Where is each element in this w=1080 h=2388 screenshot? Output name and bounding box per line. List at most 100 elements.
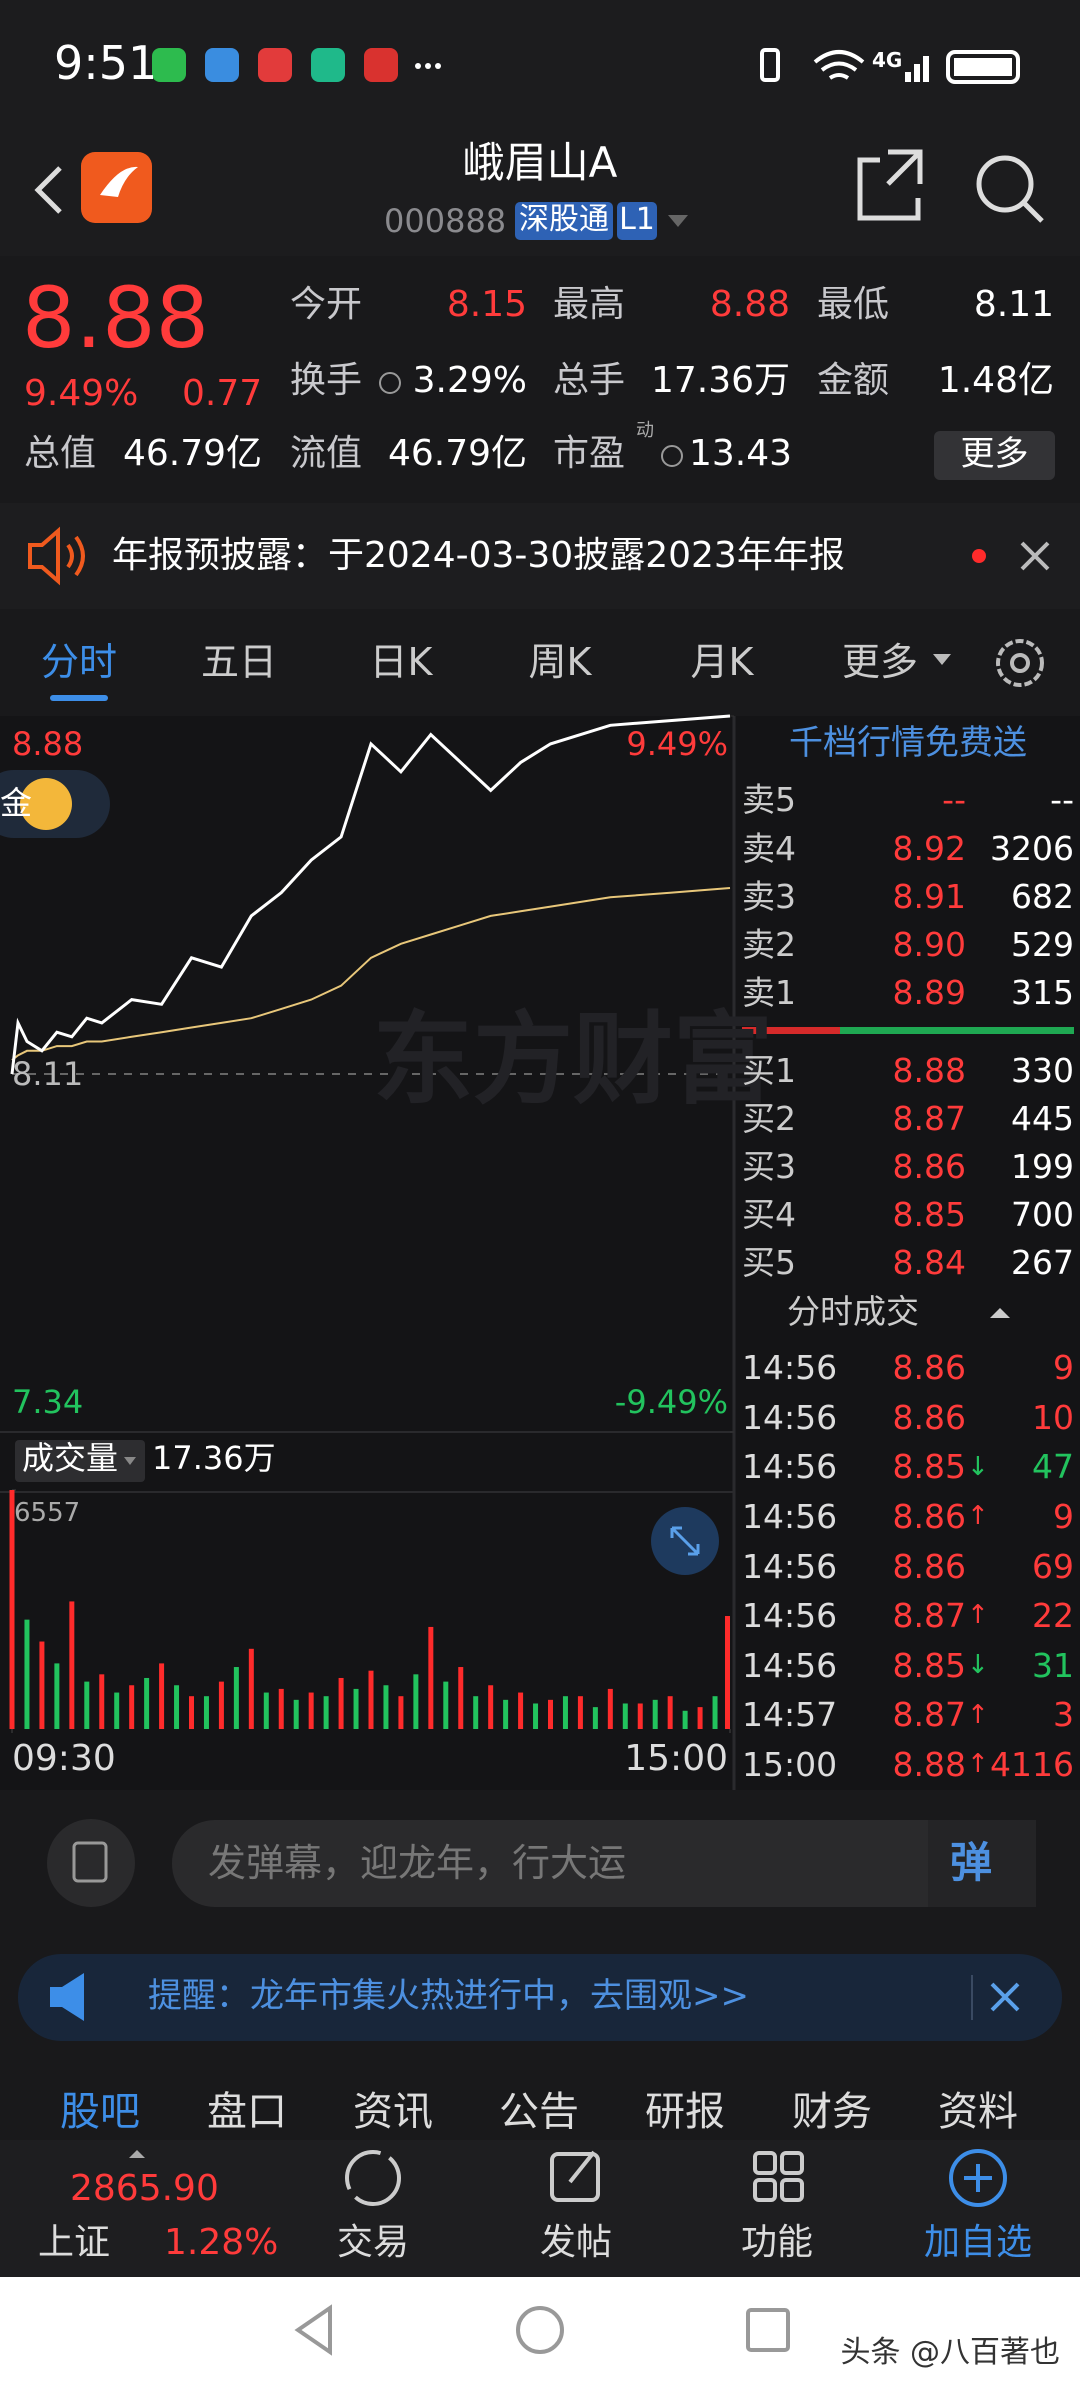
volume-bar	[443, 1681, 449, 1729]
volume-bar	[69, 1601, 75, 1729]
comment-button-bg[interactable]	[928, 1820, 1036, 1907]
ask-price: 8.90	[892, 925, 966, 965]
system-nav	[0, 2277, 1080, 2388]
volume-bar	[323, 1696, 329, 1729]
trade-price: 8.85	[892, 1645, 966, 1685]
volume-bar	[293, 1699, 299, 1729]
orderbook-banner[interactable]: 千档行情免费送	[789, 723, 1027, 763]
bottom-tab[interactable]: 财务	[792, 2089, 872, 2135]
volume-bar	[218, 1681, 224, 1729]
tab[interactable]: 更多	[841, 640, 918, 685]
field-label: 总值	[24, 433, 97, 475]
price-line	[10, 714, 731, 1075]
volume-bar	[248, 1648, 254, 1729]
back-icon[interactable]	[34, 166, 62, 214]
tab[interactable]: 日K	[369, 640, 433, 685]
trade-volume: 47	[1032, 1447, 1074, 1487]
header-actions[interactable]	[857, 149, 1044, 223]
dropdown-icon[interactable]	[933, 654, 951, 665]
change-pct: 9.49%	[24, 373, 139, 414]
trade-time: 15:00	[742, 1745, 838, 1784]
chart-watermark: 东方财富	[373, 1001, 773, 1118]
stock-code: 000888	[384, 202, 507, 240]
ask-bid-bar-red	[742, 1027, 840, 1034]
badge: 深股通	[519, 202, 609, 237]
tab[interactable]: 周K	[528, 640, 592, 685]
settings-icon[interactable]	[996, 639, 1044, 687]
level-bg	[617, 202, 657, 240]
add-icon[interactable]	[949, 2149, 1007, 2207]
trade-price: 8.88	[892, 1745, 966, 1784]
nav-item[interactable]: 功能	[740, 2222, 813, 2264]
trade-price: 8.86	[892, 1397, 966, 1437]
trade-volume: 31	[1032, 1645, 1074, 1685]
trade-time: 14:56	[742, 1596, 838, 1636]
volume-title[interactable]: 成交量	[22, 1439, 119, 1477]
add-icon[interactable]	[964, 2164, 992, 2192]
close-icon[interactable]	[1020, 541, 1050, 571]
more-button[interactable]: 更多	[960, 434, 1029, 474]
comment-placeholder[interactable]: 发弹幕，迎龙年，行大运	[208, 1841, 627, 1885]
comment-settings[interactable]	[47, 1819, 135, 1907]
close-icon[interactable]	[990, 1982, 1020, 2012]
trade-time: 14:57	[742, 1695, 838, 1735]
trade-volume: 3	[1053, 1695, 1074, 1735]
trade-time: 14:56	[742, 1348, 838, 1388]
ask-label: 卖2	[742, 925, 796, 965]
volume-bar	[697, 1707, 703, 1729]
field-label: 流值	[290, 433, 363, 475]
reminder-bg[interactable]	[18, 1954, 1062, 2041]
pe-superscript: 动	[636, 420, 654, 441]
reminder-text[interactable]: 提醒：龙年市集火热进行中，去围观>>	[148, 1976, 749, 2016]
trade-price: 8.86	[892, 1546, 966, 1586]
tab[interactable]: 分时	[40, 640, 117, 685]
field-value: 8.15	[446, 284, 527, 326]
notice-text[interactable]: 年报预披露：于2024-03-30披露2023年年报	[112, 535, 845, 576]
volume-select-bg[interactable]	[15, 1440, 145, 1482]
comment-input[interactable]	[172, 1820, 1036, 1907]
nav-item[interactable]: 发帖	[539, 2222, 612, 2264]
system-nav-buttons[interactable]	[294, 2304, 790, 2356]
ask-volume: 3206	[990, 828, 1074, 868]
bottom-tab[interactable]: 研报	[645, 2089, 725, 2135]
tab[interactable]: 五日	[200, 640, 277, 685]
bottom-tab[interactable]: 资料	[938, 2089, 1018, 2135]
system-icons	[760, 48, 1020, 84]
index-change: 1.28%	[164, 2222, 279, 2263]
volume-bar	[607, 1688, 613, 1729]
comment-button[interactable]: 弹	[950, 1838, 993, 1887]
dropdown-icon[interactable]	[124, 1457, 136, 1465]
speaker-icon	[28, 526, 85, 586]
y2-tick-label: -9.49%	[614, 1382, 728, 1421]
bottom-tab[interactable]: 盘口	[207, 2089, 287, 2135]
trade-arrow: ↓	[967, 1451, 989, 1482]
status-time: 9:51	[54, 36, 158, 90]
bid-price: 8.86	[892, 1147, 966, 1187]
y2-tick-label: 9.49%	[626, 724, 728, 763]
badge-bg	[515, 202, 613, 240]
nav-item[interactable]: 交易	[336, 2222, 409, 2264]
field-value: 8.88	[709, 284, 790, 326]
stock-title: 峨眉山A	[462, 138, 618, 187]
expand-icon[interactable]	[670, 1526, 700, 1556]
nav-icons[interactable]	[345, 2150, 804, 2206]
coin-icon	[20, 778, 72, 830]
bottom-tab[interactable]: 股吧	[60, 2089, 140, 2135]
volume-bar	[652, 1699, 658, 1729]
bid-label: 买5	[742, 1243, 796, 1283]
ask-label: 卖1	[742, 973, 796, 1013]
volume-bar	[233, 1667, 239, 1729]
nav-item[interactable]: 加自选	[923, 2222, 1032, 2264]
y-tick-label: 7.34	[12, 1382, 84, 1421]
dropdown-icon[interactable]	[668, 215, 688, 227]
bottom-tab[interactable]: 资讯	[353, 2089, 433, 2135]
tab[interactable]: 月K	[690, 640, 754, 685]
trade-price: 8.87	[892, 1695, 966, 1735]
bottom-tab[interactable]: 公告	[499, 2089, 579, 2135]
volume-bar	[458, 1667, 464, 1729]
index-value: 2865.90	[70, 2168, 219, 2209]
ask-volume: 529	[1011, 925, 1074, 965]
more-button-bg[interactable]	[934, 431, 1055, 480]
volume-bar	[24, 1619, 30, 1729]
network-label: 4G	[872, 48, 903, 72]
